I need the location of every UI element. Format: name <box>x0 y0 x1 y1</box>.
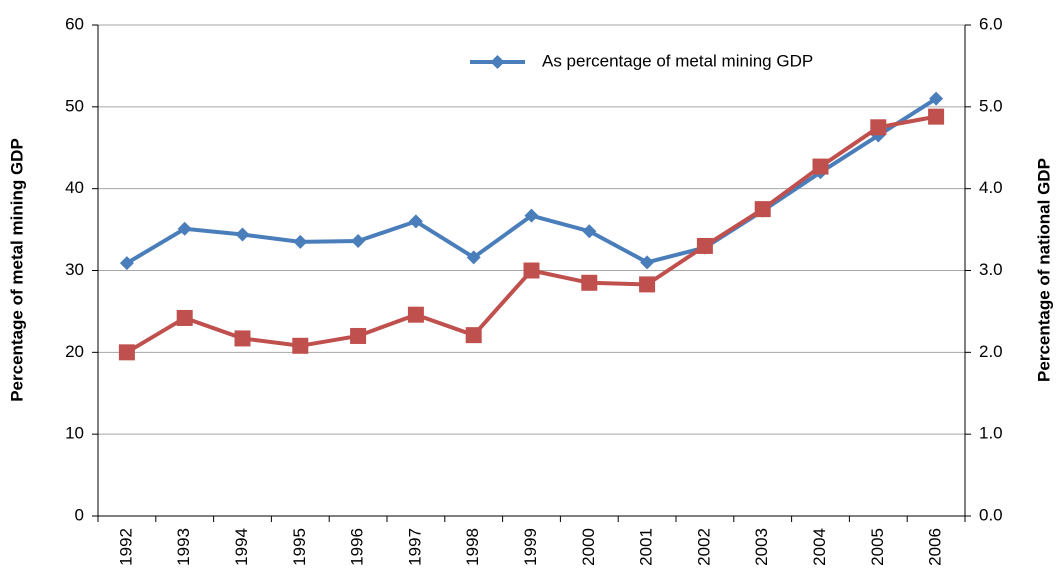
x-tick-label: 1994 <box>232 528 251 566</box>
y-tick-label: 0 <box>75 505 84 524</box>
y-tick-label: 10 <box>65 424 84 443</box>
marker <box>177 221 192 236</box>
x-tick-label: 1996 <box>348 528 367 566</box>
y2-tick-label: 6.0 <box>979 14 1003 33</box>
legend-marker <box>490 55 505 69</box>
marker <box>582 224 597 239</box>
y2-tick-label: 5.0 <box>979 96 1003 115</box>
x-tick-label: 2001 <box>637 528 656 566</box>
marker <box>523 262 540 279</box>
x-tick-label: 1997 <box>405 528 424 566</box>
x-tick-label: 2006 <box>926 528 945 566</box>
marker <box>293 234 308 249</box>
x-tick-label: 2004 <box>810 528 829 566</box>
y-tick-label: 30 <box>65 260 84 279</box>
marker <box>118 344 135 361</box>
marker <box>292 337 309 354</box>
y-tick-label: 60 <box>65 14 84 33</box>
y2-axis-title: Percentage of national GDP <box>1034 158 1053 382</box>
series-line <box>125 96 938 265</box>
marker <box>235 227 250 242</box>
marker <box>466 250 481 265</box>
marker <box>524 208 539 223</box>
x-tick-label: 1999 <box>521 528 540 566</box>
marker <box>351 234 366 249</box>
x-tick-label: 1992 <box>116 528 135 566</box>
legend-label: As percentage of metal mining GDP <box>542 51 813 70</box>
y2-tick-label: 0.0 <box>979 505 1003 524</box>
marker <box>870 119 887 136</box>
marker <box>408 214 423 229</box>
y-axis-title: Percentage of metal mining GDP <box>7 138 26 402</box>
x-tick-label: 2005 <box>868 528 887 566</box>
x-tick-label: 2000 <box>579 528 598 566</box>
marker <box>929 91 944 106</box>
marker <box>754 201 771 218</box>
y-tick-label: 20 <box>65 342 84 361</box>
x-tick-label: 1998 <box>463 528 482 566</box>
marker <box>696 237 713 254</box>
marker <box>176 309 193 326</box>
marker <box>640 255 655 270</box>
marker <box>639 276 656 293</box>
x-tick-label: 1993 <box>174 528 193 566</box>
y-tick-label: 40 <box>65 178 84 197</box>
x-tick-label: 2003 <box>752 528 771 566</box>
y-tick-label: 50 <box>65 96 84 115</box>
y2-tick-label: 2.0 <box>979 342 1003 361</box>
y2-tick-label: 1.0 <box>979 424 1003 443</box>
marker <box>465 327 482 344</box>
marker <box>928 108 945 125</box>
y2-tick-label: 4.0 <box>979 178 1003 197</box>
marker <box>812 158 829 175</box>
marker <box>119 256 134 271</box>
marker <box>234 330 251 347</box>
x-tick-label: 2002 <box>694 528 713 566</box>
marker <box>407 306 424 323</box>
y2-tick-label: 3.0 <box>979 260 1003 279</box>
x-tick-label: 1995 <box>290 528 309 566</box>
marker <box>350 327 367 344</box>
marker <box>581 274 598 291</box>
